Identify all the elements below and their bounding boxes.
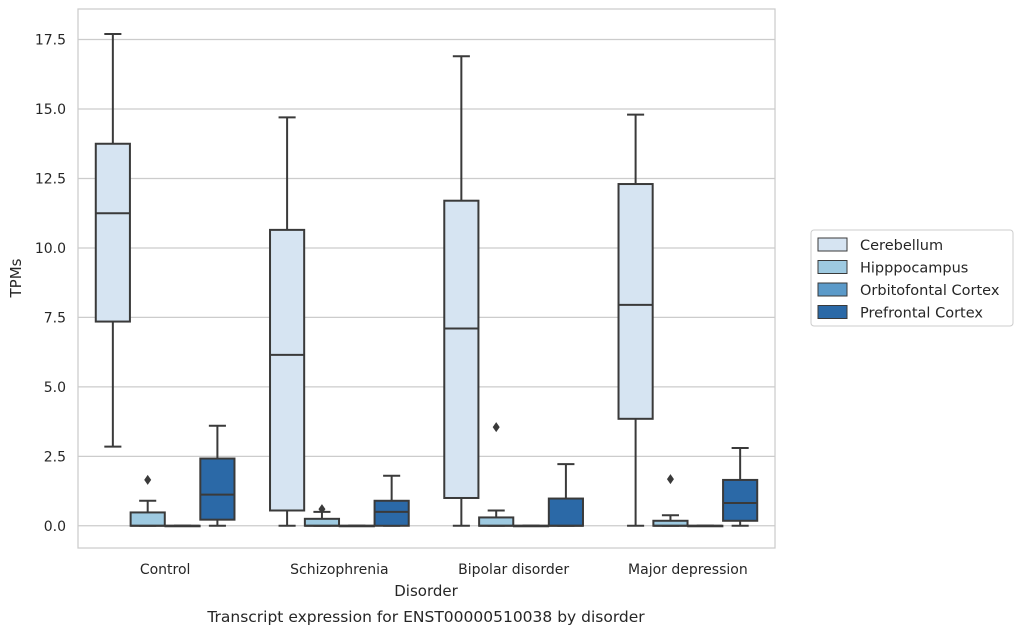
box — [617, 183, 654, 420]
box-plot — [303, 504, 341, 527]
box-plot — [687, 524, 724, 528]
box — [94, 142, 131, 323]
x-tick-label: Bipolar disorder — [458, 562, 569, 578]
box — [199, 457, 236, 521]
x-axis-label: Disorder — [394, 582, 458, 600]
y-tick-label: 7.5 — [44, 310, 66, 326]
ytick-layer: 0.0 2.5 5.0 7.5 10.0 12.5 15.0 17.5 — [35, 33, 66, 535]
box — [478, 516, 515, 527]
y-tick-label: 10.0 — [35, 241, 66, 257]
xtick-layer: Control Schizophrenia Bipolar disorder Majo… — [140, 562, 748, 578]
plot-frame — [77, 8, 776, 549]
box-plot — [547, 463, 584, 527]
box-plot — [269, 116, 306, 527]
legend-swatch — [817, 305, 848, 319]
y-tick-label: 12.5 — [35, 171, 66, 187]
x-tick-label: Major depression — [628, 562, 748, 578]
box-plot — [478, 422, 515, 527]
legend-label: Cerebellum — [860, 238, 943, 254]
legend-swatch — [817, 282, 848, 297]
box — [129, 511, 166, 527]
axis-layer — [77, 8, 776, 549]
legend: Cerebellum Hipppocampus Orbitofontal Corte… — [810, 229, 1014, 327]
box-plot — [512, 524, 550, 528]
box — [547, 497, 584, 527]
outlier-point — [144, 474, 152, 485]
y-tick-label: 15.0 — [35, 102, 66, 118]
box — [443, 199, 480, 499]
box-plot — [338, 524, 375, 528]
box-layer — [94, 33, 759, 528]
y-tick-label: 17.5 — [35, 33, 66, 49]
legend-frame — [810, 229, 1014, 327]
outlier-point — [318, 504, 326, 515]
y-axis-label: TPMs — [7, 258, 25, 298]
box — [269, 228, 306, 512]
x-tick-label: Control — [140, 562, 191, 578]
x-tick-label: Schizophrenia — [290, 562, 388, 578]
legend-label: Hipppocampus — [860, 261, 968, 277]
y-tick-label: 0.0 — [44, 519, 66, 535]
grid-layer — [78, 38, 775, 527]
box-plot — [129, 474, 166, 527]
legend-label: Orbitofontal Cortex — [860, 283, 1000, 299]
box-plot — [443, 55, 480, 527]
box-plot — [94, 33, 131, 448]
box-plot — [199, 424, 236, 527]
box — [722, 478, 759, 522]
box-plot — [164, 524, 201, 528]
legend-swatch — [817, 237, 848, 252]
box-plot — [722, 446, 759, 527]
y-tick-label: 5.0 — [44, 380, 66, 396]
box — [303, 517, 341, 527]
box-plot — [652, 474, 689, 527]
box-plot — [617, 113, 654, 527]
outlier-point — [666, 474, 674, 485]
box — [373, 499, 410, 527]
outlier-point — [492, 422, 500, 433]
y-tick-label: 2.5 — [44, 449, 66, 465]
legend-label: Prefrontal Cortex — [860, 306, 983, 322]
box-plot — [373, 474, 410, 527]
chart-caption: Transcript expression for ENST0000051003… — [206, 608, 645, 626]
legend-swatch — [817, 260, 848, 274]
